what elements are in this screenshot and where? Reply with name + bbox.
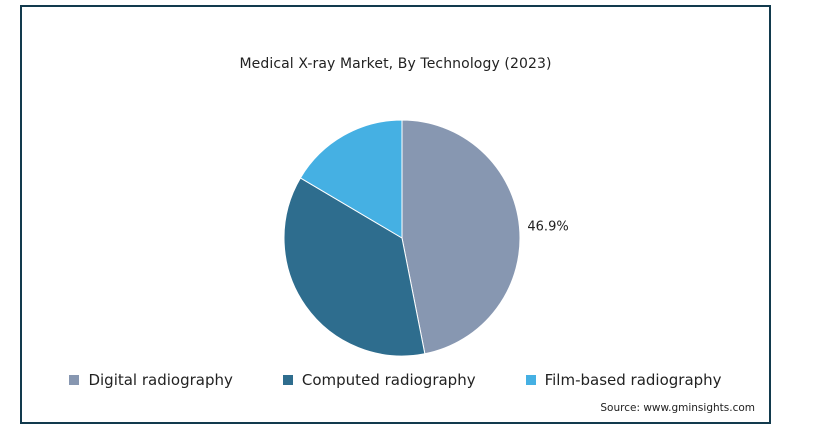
data-label-0: 46.9% — [527, 220, 568, 235]
legend-swatch — [282, 375, 293, 385]
source-note: Source: www.gminsights.com — [600, 402, 755, 414]
pie-slice-film-based-radiography — [299, 119, 403, 239]
legend-label: Digital radiography — [88, 371, 233, 389]
legend-item-film-based-radiography: Film-based radiography — [525, 371, 722, 389]
chart-frame: Medical X-ray Market, By Technology (202… — [20, 5, 771, 424]
legend-item-digital-radiography: Digital radiography — [69, 371, 233, 389]
legend-item-computed-radiography: Computed radiography — [282, 371, 476, 389]
pie-chart: 46.9% — [283, 119, 569, 357]
legend-label: Computed radiography — [301, 371, 476, 389]
pie-slice-computed-radiography — [283, 177, 426, 357]
legend-label: Film-based radiography — [544, 371, 722, 389]
chart-title: Medical X-ray Market, By Technology (202… — [239, 56, 552, 72]
pie-slice-digital-radiography — [401, 119, 521, 355]
legend: Digital radiography Computed radiography… — [22, 371, 769, 389]
legend-swatch — [69, 375, 80, 385]
legend-swatch — [525, 375, 536, 385]
